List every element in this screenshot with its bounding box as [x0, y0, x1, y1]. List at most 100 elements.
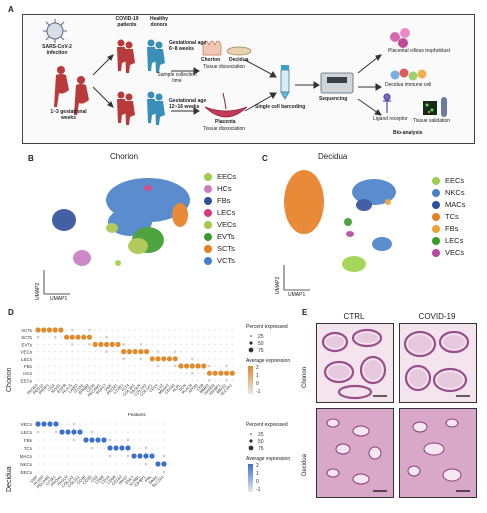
dot — [103, 431, 105, 433]
dot — [75, 334, 81, 340]
dot — [163, 365, 165, 367]
dot — [115, 423, 117, 425]
dot — [58, 327, 64, 333]
virus-icon — [43, 19, 67, 43]
cluster-vecs — [346, 231, 354, 237]
dot — [128, 336, 131, 338]
dot — [60, 351, 62, 353]
dot — [91, 463, 93, 465]
dot — [115, 455, 117, 457]
legend-label: LECs — [217, 208, 236, 217]
dot — [37, 379, 39, 381]
dot — [37, 372, 39, 374]
legend-dot — [432, 248, 440, 257]
dot — [115, 431, 117, 433]
avg-tick: -1 — [256, 487, 261, 493]
dotplot-chorion: VCTsSCTsEVTsVECsLECsFBsHCsEECsPAGE4PEG10… — [20, 327, 235, 398]
dot — [111, 336, 113, 338]
dot — [122, 357, 126, 361]
avg-tick: 0 — [256, 479, 259, 485]
dot — [121, 423, 123, 425]
dot — [133, 439, 135, 441]
dot — [83, 437, 89, 443]
dot — [231, 343, 233, 345]
dot — [214, 365, 216, 367]
dot — [133, 471, 135, 473]
dot — [225, 329, 228, 331]
dot — [60, 343, 62, 345]
dot — [88, 328, 91, 332]
dot — [126, 349, 133, 355]
dot — [54, 365, 56, 367]
dot — [60, 365, 62, 367]
dot — [65, 351, 68, 353]
dot — [71, 372, 73, 374]
patient-group-top-icon — [117, 39, 165, 73]
legend-item-fbs: FBs — [204, 196, 230, 205]
dot — [61, 447, 63, 449]
legend-item-scts: SCTs — [204, 244, 235, 253]
dot — [43, 358, 45, 360]
dot — [100, 351, 102, 353]
dot — [180, 372, 182, 374]
dot — [163, 423, 165, 425]
avg-tick: 1 — [256, 471, 259, 477]
dot — [60, 358, 62, 360]
dot — [128, 379, 131, 381]
dot — [140, 329, 142, 331]
legend-item-hcs: HCs — [204, 184, 232, 193]
dot — [54, 343, 56, 345]
dot — [100, 365, 102, 367]
dot — [54, 379, 56, 381]
dot — [103, 471, 105, 473]
dot — [70, 328, 74, 332]
dot — [185, 351, 188, 353]
dot — [117, 372, 119, 374]
gene-label: CD34 — [85, 382, 96, 393]
dot — [134, 336, 136, 338]
dot — [61, 439, 63, 441]
gene-label: CD14 — [100, 474, 111, 485]
dot — [105, 365, 108, 367]
dot — [123, 379, 125, 381]
dot — [113, 445, 119, 451]
dot — [85, 463, 87, 465]
dot — [123, 365, 125, 367]
dot — [203, 329, 205, 331]
dot — [191, 329, 193, 331]
cluster-fbs — [52, 209, 76, 231]
dot — [100, 372, 102, 374]
dot — [140, 372, 142, 374]
dot — [71, 365, 73, 367]
dot — [151, 372, 153, 374]
dot — [173, 350, 177, 353]
dot — [37, 358, 39, 360]
dot — [131, 453, 137, 459]
dot — [166, 356, 173, 362]
gene-label: PRL — [144, 474, 154, 484]
dot — [163, 447, 165, 449]
dot — [151, 379, 153, 381]
cluster-tcs — [284, 170, 324, 234]
dot — [60, 372, 62, 374]
gene-label: CGA — [46, 382, 56, 392]
chorion-avg-legend: 2 1 0 -1 — [248, 365, 261, 395]
dot — [145, 471, 147, 473]
dot — [134, 379, 136, 381]
dot — [43, 379, 45, 381]
tissue-dissociation-label: Tissue dissociation — [203, 64, 246, 70]
cluster-lecs — [344, 218, 352, 226]
dot — [91, 455, 93, 457]
dot — [105, 358, 108, 360]
dot — [126, 454, 130, 458]
dot — [203, 351, 205, 353]
dot — [145, 379, 148, 381]
dot — [83, 365, 85, 367]
dot — [214, 329, 216, 331]
umap-decidua-plot — [283, 170, 396, 291]
dot — [157, 329, 159, 331]
dot — [77, 379, 79, 381]
legend-label: EVTs — [217, 232, 235, 241]
umap-decidua-y: UMAP2 — [275, 276, 281, 294]
dot — [133, 423, 135, 425]
